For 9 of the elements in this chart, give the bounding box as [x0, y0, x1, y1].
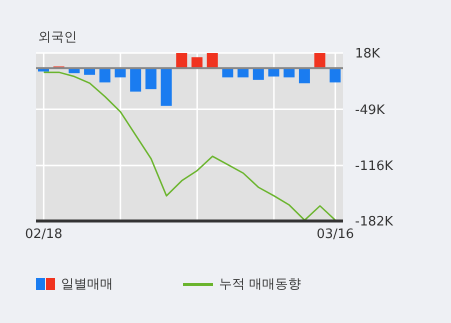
- y-tick-label: -182K: [355, 214, 394, 230]
- y-tick-label: -49K: [355, 102, 386, 118]
- x-tick-label: 02/18: [24, 227, 62, 242]
- legend-label: 누적 매매동향: [219, 276, 302, 293]
- legend-label: 일별매매: [61, 276, 113, 293]
- y-tick-label: -116K: [355, 159, 394, 174]
- x-tick-label: 03/16: [316, 227, 354, 242]
- y-tick-label: 18K: [355, 46, 381, 62]
- chart-title: 외국인: [38, 29, 77, 46]
